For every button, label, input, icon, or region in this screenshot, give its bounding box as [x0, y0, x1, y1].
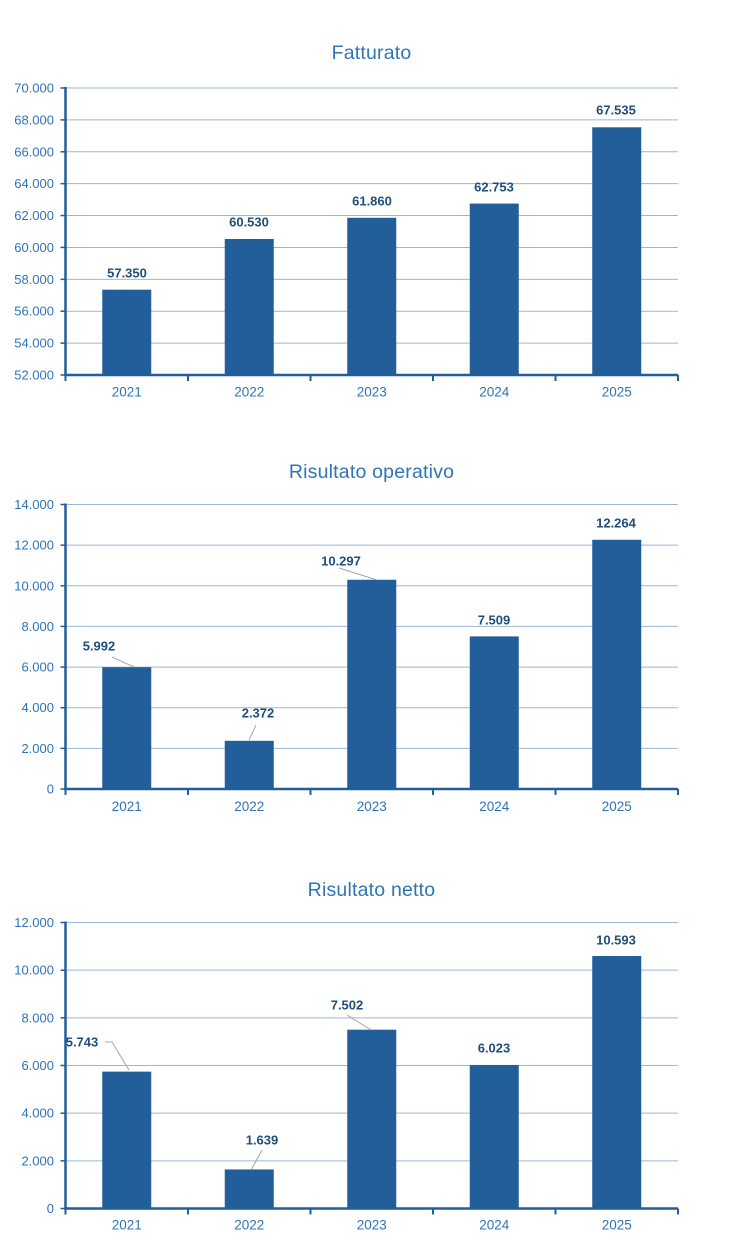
x-category-label: 2022 — [234, 799, 264, 814]
chart-title-risultato-operativo: Risultato operativo — [288, 461, 455, 483]
bar-2023 — [347, 579, 397, 789]
bar-2023 — [347, 1029, 397, 1209]
data-label: 5.743 — [66, 1035, 99, 1050]
y-tick-label: 68.000 — [14, 112, 54, 127]
data-label: 7.509 — [478, 613, 511, 628]
x-category-label: 2023 — [357, 1218, 387, 1233]
data-label: 60.530 — [229, 215, 269, 230]
y-tick-label: 64.000 — [14, 176, 54, 191]
x-category-label: 2025 — [602, 799, 632, 814]
bar-2024 — [469, 1064, 519, 1209]
chart-0: 70.000 68.000 66.000 64.000 62.000 60.000 58.0… — [14, 81, 679, 400]
x-category-label: 2023 — [357, 799, 387, 814]
y-tick-label: 8.000 — [21, 1010, 54, 1025]
data-label: 5.992 — [83, 639, 116, 654]
y-tick-label: 54.000 — [14, 336, 54, 351]
y-tick-label: 10.000 — [14, 963, 54, 978]
y-tick-label: 58.000 — [14, 272, 54, 287]
y-tick-label: 6.000 — [21, 660, 54, 675]
data-label-leader-line — [338, 567, 378, 581]
y-tick-label: 2.000 — [21, 741, 54, 756]
data-label: 12.264 — [596, 516, 637, 531]
y-tick-label: 8.000 — [21, 619, 54, 634]
chart-title-risultato-netto: Risultato netto — [307, 879, 436, 901]
data-label-leader-line — [248, 724, 257, 741]
data-label: 10.297 — [321, 554, 361, 569]
bar-2025 — [592, 539, 642, 789]
data-label: 57.350 — [107, 266, 147, 281]
bar-2022 — [224, 238, 274, 375]
y-tick-label: 10.000 — [14, 578, 54, 593]
chart-1: 14.000 12.000 10.000 8.000 6.000 4.000 2.000 0 2… — [14, 497, 679, 814]
x-category-label: 2024 — [479, 799, 510, 814]
data-label: 62.753 — [474, 180, 514, 195]
data-label-leader-line — [250, 1149, 263, 1171]
bar-2022 — [224, 1169, 274, 1209]
data-label-leader-line — [105, 1041, 130, 1071]
bar-2021 — [102, 667, 152, 789]
data-label: 6.023 — [478, 1041, 511, 1056]
x-category-label: 2025 — [602, 1218, 632, 1233]
data-label: 10.593 — [596, 933, 636, 948]
bar-2022 — [224, 740, 274, 789]
y-tick-label: 52.000 — [14, 368, 54, 383]
y-tick-label: 0 — [47, 782, 54, 797]
bar-2025 — [592, 127, 642, 375]
data-label-leader-line — [111, 656, 135, 668]
data-label: 61.860 — [352, 194, 392, 209]
data-label: 7.502 — [331, 998, 364, 1013]
chart-2: 12.000 10.000 8.000 6.000 4.000 2.000 0 2021 202… — [14, 915, 679, 1233]
y-tick-label: 6.000 — [21, 1058, 54, 1073]
y-tick-label: 4.000 — [21, 700, 54, 715]
x-category-label: 2024 — [479, 385, 510, 400]
x-category-label: 2022 — [234, 385, 264, 400]
y-tick-label: 2.000 — [21, 1153, 54, 1168]
y-tick-label: 62.000 — [14, 208, 54, 223]
data-label: 67.535 — [596, 103, 636, 118]
y-tick-label: 12.000 — [14, 538, 54, 553]
x-category-label: 2025 — [602, 385, 632, 400]
bar-2025 — [592, 956, 642, 1209]
chart-title-fatturato: Fatturato — [331, 42, 412, 64]
x-category-label: 2021 — [112, 1218, 142, 1233]
x-category-label: 2022 — [234, 1218, 264, 1233]
bar-2023 — [347, 217, 397, 375]
bar-2021 — [102, 289, 152, 375]
x-category-label: 2023 — [357, 385, 387, 400]
y-tick-label: 56.000 — [14, 304, 54, 319]
y-tick-label: 4.000 — [21, 1106, 54, 1121]
y-tick-label: 12.000 — [14, 915, 54, 930]
data-label: 2.372 — [242, 706, 275, 721]
bar-2021 — [102, 1071, 152, 1209]
bar-2024 — [469, 636, 519, 789]
x-category-label: 2024 — [479, 1218, 510, 1233]
y-tick-label: 60.000 — [14, 240, 54, 255]
y-tick-label: 0 — [47, 1201, 54, 1216]
x-category-label: 2021 — [112, 385, 142, 400]
y-tick-label: 70.000 — [14, 81, 54, 96]
x-category-label: 2021 — [112, 799, 142, 814]
y-tick-label: 14.000 — [14, 497, 54, 512]
data-label: 1.639 — [246, 1133, 279, 1148]
bar-2024 — [469, 203, 519, 375]
data-label-leader-line — [346, 1014, 372, 1031]
y-tick-label: 66.000 — [14, 144, 54, 159]
